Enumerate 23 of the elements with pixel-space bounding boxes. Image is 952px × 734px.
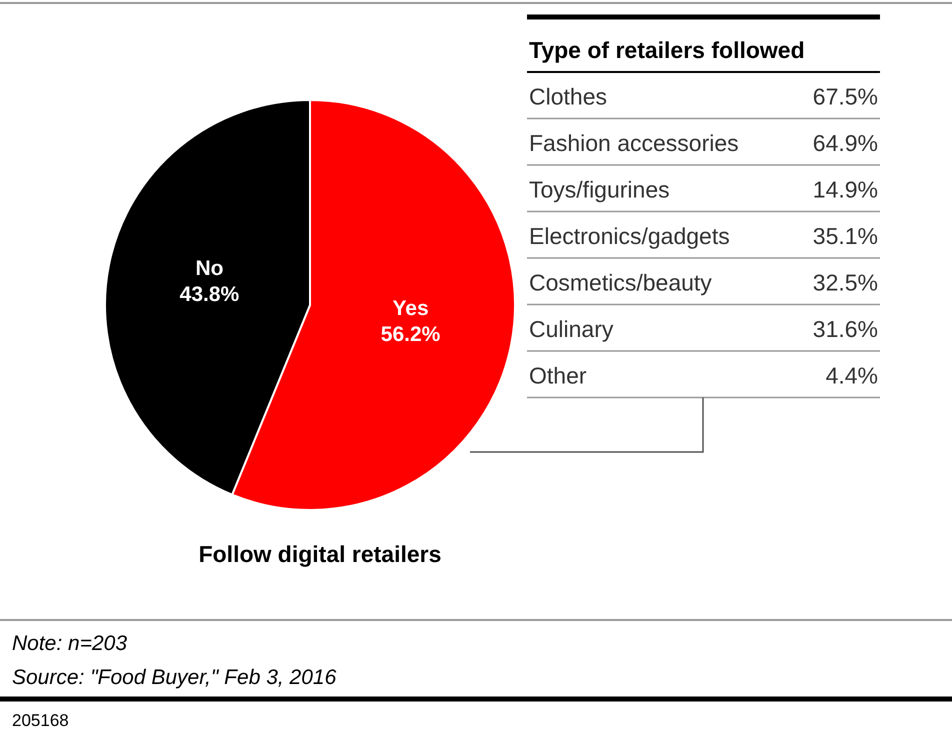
data-label: 32.5% [812, 270, 878, 296]
text: Follow digital retailers [198, 541, 442, 567]
data-label: 64.9% [812, 130, 878, 156]
category-label: Cosmetics/beauty [529, 270, 712, 296]
slice-label: Yes [392, 296, 429, 320]
data-label: 67.5% [812, 84, 878, 110]
category-label: Clothes [529, 84, 607, 110]
category-label: Toys/figurines [529, 176, 670, 202]
data-label: 4.4% [826, 362, 878, 388]
data-label: 56.2% [380, 322, 441, 346]
category-label: Electronics/gadgets [529, 223, 730, 249]
category-label: Culinary [529, 316, 614, 342]
text: Note: n=203 [12, 632, 128, 655]
data-label: 14.9% [812, 176, 878, 202]
category-label: Other [529, 362, 587, 388]
data-label: 31.6% [812, 316, 878, 342]
slice-label: No [195, 257, 224, 280]
data-label: 43.8% [180, 283, 240, 306]
text: 205168 [12, 711, 69, 730]
data-label: 35.1% [812, 223, 878, 249]
category-label: Fashion accessories [529, 130, 739, 156]
text: Type of retailers followed [529, 37, 805, 63]
source-note: Source: "Food Buyer," Feb 3, 2016 [12, 666, 337, 689]
